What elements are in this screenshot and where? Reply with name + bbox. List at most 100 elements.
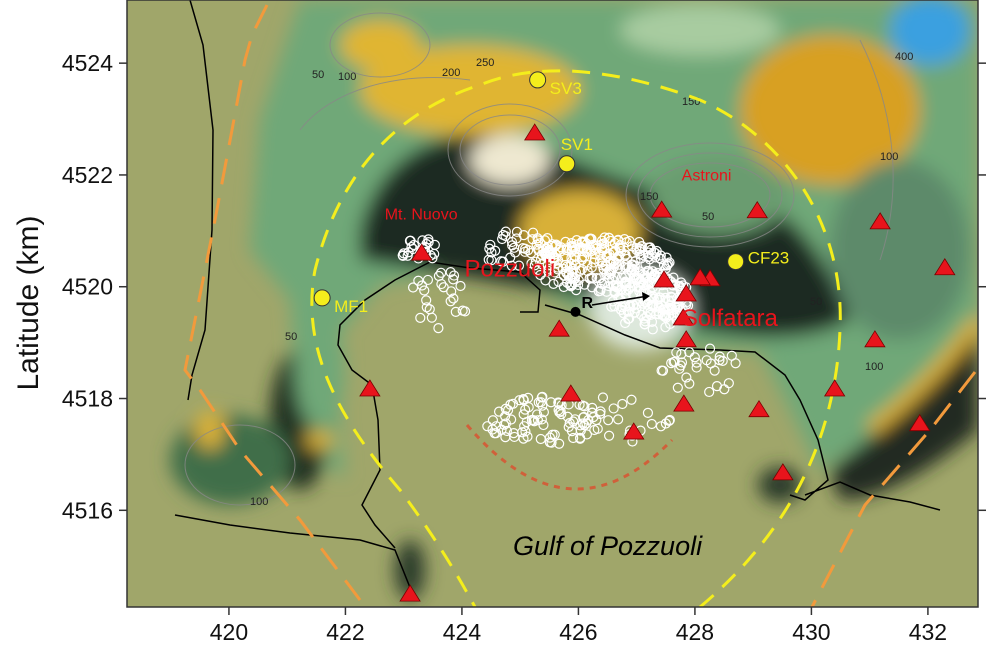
earthquake-circle [421, 295, 432, 306]
earthquake-circle [539, 235, 550, 246]
earthquake-circle [487, 424, 498, 435]
earthquake-circle [423, 237, 434, 248]
earthquake-circle [555, 246, 566, 257]
caldera-rim [310, 69, 842, 607]
solfatara-arrow [591, 295, 649, 306]
earthquake-circle [666, 292, 678, 303]
earthquake-circle [537, 391, 548, 402]
earthquake-circle [664, 415, 675, 426]
earthquake-circle [645, 307, 656, 318]
earthquake-circle [416, 280, 428, 291]
earthquake-circle [572, 279, 584, 290]
earthquake-circle [672, 382, 683, 393]
earthquake-circle [511, 226, 523, 237]
earthquake-circle [629, 270, 640, 281]
triangle-marker-icon [623, 422, 645, 440]
earthquake-circle [603, 232, 614, 243]
earthquake-circle [485, 239, 496, 250]
earthquake-circle [634, 243, 645, 255]
earthquake-circle [581, 238, 593, 249]
earthquake-circle [597, 392, 609, 403]
earthquake-circle [448, 293, 459, 304]
earthquake-circle [579, 279, 590, 290]
y-axis: 4516 4518 4520 4522 4524 [62, 50, 986, 523]
earthquake-circle [578, 411, 589, 423]
earthquake-circle [659, 311, 670, 322]
earthquake-circle [579, 420, 590, 431]
earthquake-circle [522, 392, 534, 403]
triangle-marker-icon [399, 584, 421, 602]
x-tick-label: 420 [210, 619, 248, 645]
earthquake-circle [574, 265, 586, 277]
earthquake-circle [660, 292, 671, 303]
earthquake-circle [608, 403, 619, 414]
earthquake-circle [569, 255, 580, 266]
contour-label: 100 [880, 151, 898, 163]
earthquake-circle [655, 421, 667, 432]
earthquake-circle [448, 270, 460, 281]
earthquake-circle [558, 270, 570, 282]
plot-frame [126, 0, 979, 608]
earthquake-circle [598, 263, 609, 275]
earthquake-circle [620, 249, 631, 260]
station-dot-icon [529, 71, 547, 89]
earthquake-circle [657, 365, 669, 376]
triangle-marker-icon [359, 379, 381, 397]
earthquake-circle [422, 274, 434, 286]
triangle-marker-icon [673, 394, 695, 412]
place-label: Solfatara [682, 305, 779, 332]
triangle-marker-icon [772, 463, 794, 481]
earthquake-circle [397, 250, 408, 261]
earthquake-circle [584, 273, 595, 284]
earthquake-circle [593, 286, 604, 297]
earthquake-circle [403, 247, 414, 258]
contour-label: 400 [895, 51, 913, 63]
fault-line-east [810, 371, 977, 607]
y-tick-label: 4524 [62, 50, 113, 76]
earthquake-circle [614, 242, 625, 253]
earthquake-circle [566, 245, 577, 256]
earthquake-circle [625, 300, 636, 311]
earthquake-circle [581, 418, 592, 429]
earthquake-circle [596, 235, 608, 246]
place-labels: Mt. Nuovo Pozzuoli Astroni Solfatara Gulf of… [385, 168, 779, 561]
earthquake-circle [535, 397, 546, 408]
earthquake-circle [505, 399, 516, 410]
triangle-marker-icon [548, 319, 570, 337]
earthquake-circle [433, 323, 444, 334]
x-tick-label: 428 [676, 619, 714, 645]
earthquake-circle [491, 421, 502, 432]
earthquake-circle [538, 245, 549, 256]
contour-lines [184, 12, 894, 506]
earthquake-circle [653, 292, 665, 303]
earthquake-circle [533, 245, 544, 256]
earthquake-circle [457, 305, 468, 316]
earthquake-circle [448, 274, 459, 285]
map-area: 50 100 150 200 250 400 100 50 100 50 150… [127, 0, 978, 607]
earthquake-circle [529, 416, 540, 427]
earthquake-circle [612, 235, 624, 246]
earthquake-circle [540, 275, 551, 286]
earthquake-circle [406, 241, 417, 253]
earthquake-circle [538, 407, 550, 418]
earthquake-circle [507, 240, 518, 251]
earthquake-circle [586, 262, 597, 273]
earthquake-circle [691, 357, 702, 368]
earthquake-circle [603, 430, 615, 441]
earthquake-circle [544, 437, 555, 448]
earthquake-circle [684, 346, 695, 358]
earthquake-circle [455, 280, 466, 292]
earthquake-circle [704, 386, 715, 398]
earthquake-circle [568, 432, 579, 444]
earthquake-circle [506, 260, 517, 271]
fault-line-west [183, 4, 362, 601]
triangle-marker-icon [524, 123, 546, 141]
station-dot-icon [727, 253, 745, 271]
earthquake-circle [405, 235, 416, 246]
dotted-arc [465, 424, 674, 491]
earthquake-circle [530, 256, 541, 267]
earthquake-circle [501, 425, 513, 437]
triangle-marker-icon [653, 270, 675, 288]
triangle-marker-icon [823, 379, 846, 397]
place-label: Gulf of Pozzuoli [513, 531, 703, 561]
